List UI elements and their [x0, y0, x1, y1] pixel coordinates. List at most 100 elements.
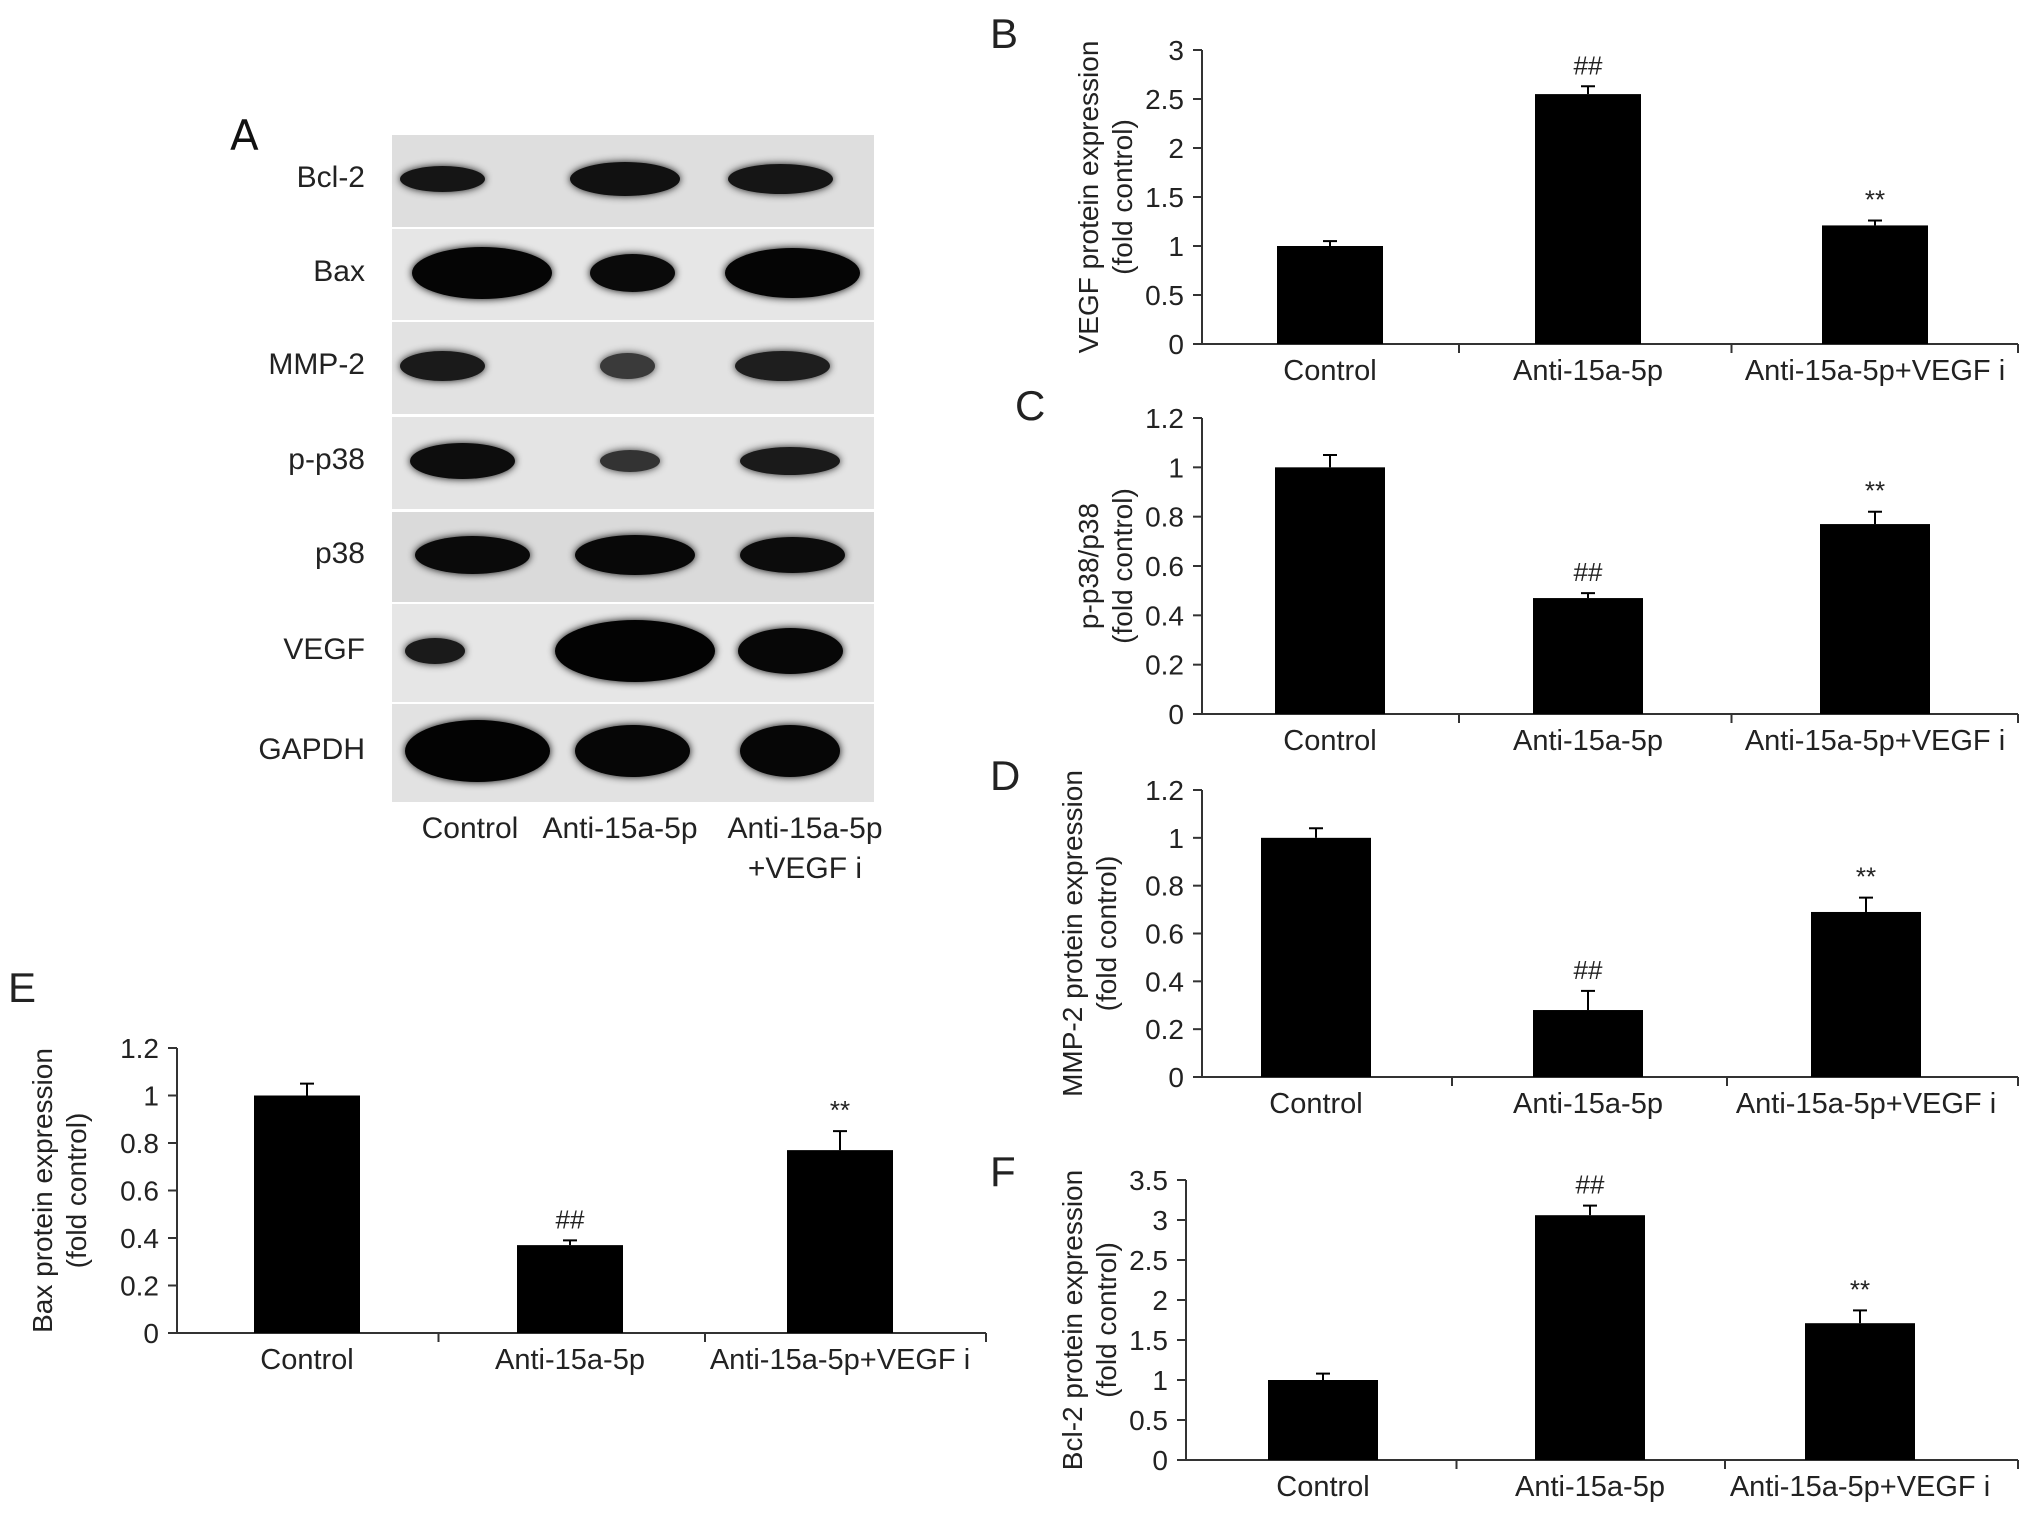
panel-f-y-tick-label: 0.5	[1129, 1405, 1168, 1436]
lane-label-anti-vegf-line2: +VEGF i	[747, 852, 863, 885]
panel-d-letter: D	[990, 752, 1020, 799]
panel-f-y-tick-label: 3	[1152, 1205, 1168, 1236]
panel-b-y-tick-label: 0.5	[1145, 280, 1184, 311]
panel-e-y-tick-label: 0	[143, 1318, 159, 1349]
panel-c-category-label: Anti-15a-5p+VEGF i	[1745, 725, 2005, 757]
panel-c-y-axis-title: p-p38/p38	[1073, 503, 1104, 629]
panel-f-y-axis-title: (fold control)	[1091, 1242, 1122, 1398]
panel-e-y-tick-label: 0.2	[120, 1271, 159, 1302]
panel-d-y-tick-label: 0	[1168, 1062, 1184, 1093]
panel-b-bar	[1277, 246, 1383, 344]
lane-label-anti: Anti-15a-5p	[542, 812, 698, 845]
blot-band	[728, 164, 833, 194]
panel-d-category-label: Control	[1269, 1088, 1363, 1120]
blot-row-label: Bcl-2	[296, 161, 365, 194]
panel-c-bar	[1275, 467, 1385, 714]
panel-d-significance-label: **	[1856, 862, 1876, 892]
panel-d-y-tick-label: 1	[1168, 823, 1184, 854]
blot-band	[405, 720, 550, 782]
lane-label-control: Control	[421, 812, 519, 845]
panel-d-y-tick-label: 0.2	[1145, 1014, 1184, 1045]
blot-band	[740, 537, 845, 573]
panel-b-y-tick-label: 3	[1168, 35, 1184, 66]
panel-d-bar	[1261, 837, 1371, 1077]
panel-b-bar	[1535, 94, 1641, 344]
blot-row-label: p38	[314, 537, 365, 570]
blot-band	[738, 628, 843, 674]
blot-band	[725, 248, 860, 298]
panel-c-y-tick-label: 0.8	[1145, 502, 1184, 533]
panel-e-y-tick-label: 0.8	[120, 1128, 159, 1159]
panel-c-y-tick-label: 0.2	[1145, 650, 1184, 681]
panel-f-bar	[1805, 1323, 1915, 1460]
panel-b-category-label: Anti-15a-5p	[1513, 355, 1663, 387]
panel-d-category-label: Anti-15a-5p+VEGF i	[1736, 1088, 1996, 1120]
panel-f-category-label: Control	[1276, 1471, 1370, 1503]
panel-e-y-tick-label: 1	[143, 1081, 159, 1112]
blot-band	[405, 638, 465, 664]
panel-e-y-tick-label: 0.4	[120, 1223, 159, 1254]
panel-c-y-tick-label: 0.6	[1145, 551, 1184, 582]
blot-row-label: Bax	[313, 255, 365, 288]
panel-e-y-tick-label: 0.6	[120, 1176, 159, 1207]
blot-band	[600, 353, 655, 379]
blot-band	[412, 247, 552, 299]
panel-d-category-label: Anti-15a-5p	[1513, 1088, 1663, 1120]
panel-d-y-tick-label: 1.2	[1145, 775, 1184, 806]
panel-e-bar	[517, 1245, 623, 1333]
panel-b-y-tick-label: 2	[1168, 133, 1184, 164]
panel-c-y-axis-title: (fold control)	[1107, 488, 1138, 644]
panel-c-letter: C	[1015, 382, 1045, 429]
panel-e-significance-label: ##	[556, 1204, 585, 1234]
panel-f-y-axis-title: Bcl-2 protein expression	[1057, 1170, 1088, 1470]
panel-d-y-tick-label: 0.8	[1145, 871, 1184, 902]
panel-f-letter: F	[990, 1148, 1016, 1195]
panel-c-category-label: Anti-15a-5p	[1513, 725, 1663, 757]
panel-e-letter: E	[8, 964, 36, 1011]
panel-b-bar	[1822, 225, 1928, 344]
panel-b-significance-label: **	[1865, 185, 1885, 215]
blot-row-label: GAPDH	[258, 733, 365, 766]
blot-row-label: VEGF	[283, 633, 365, 666]
panel-b-y-axis-title: VEGF protein expression	[1073, 41, 1104, 354]
panel-f-y-tick-label: 3.5	[1129, 1165, 1168, 1196]
panel-a-letter: A	[230, 111, 259, 160]
panel-b-y-tick-label: 0	[1168, 329, 1184, 360]
panel-d-y-tick-label: 0.6	[1145, 919, 1184, 950]
panel-e-y-axis-title: Bax protein expression	[27, 1048, 58, 1333]
panel-e-significance-label: **	[830, 1095, 850, 1125]
panel-d-y-tick-label: 0.4	[1145, 966, 1184, 997]
blot-band	[740, 447, 840, 475]
blot-band	[735, 351, 830, 381]
panel-e-y-tick-label: 1.2	[120, 1033, 159, 1064]
blot-band	[555, 620, 715, 682]
panel-f-bar	[1268, 1380, 1378, 1460]
panel-b-y-tick-label: 1.5	[1145, 182, 1184, 213]
panel-b-letter: B	[990, 10, 1018, 57]
panel-d-significance-label: ##	[1574, 955, 1603, 985]
panel-f-y-tick-label: 2	[1152, 1285, 1168, 1316]
blot-band	[400, 351, 485, 381]
panel-f-significance-label: ##	[1576, 1170, 1605, 1200]
blot-band	[590, 254, 675, 292]
panel-b-y-tick-label: 2.5	[1145, 84, 1184, 115]
panel-c-bar	[1533, 598, 1643, 714]
panel-b-y-axis-title: (fold control)	[1107, 119, 1138, 275]
panel-f-y-tick-label: 1.5	[1129, 1325, 1168, 1356]
panel-c-y-tick-label: 1	[1168, 452, 1184, 483]
panel-c-category-label: Control	[1283, 725, 1377, 757]
panel-e-bar	[787, 1150, 893, 1333]
panel-c-significance-label: ##	[1574, 557, 1603, 587]
panel-b-significance-label: ##	[1574, 50, 1603, 80]
blot-band	[575, 725, 690, 777]
blot-row-label: MMP-2	[268, 348, 365, 381]
panel-d-bar	[1811, 911, 1921, 1077]
panel-b-y-tick-label: 1	[1168, 231, 1184, 262]
blot-band	[740, 725, 840, 777]
panel-d-bar	[1533, 1010, 1643, 1077]
panel-f-significance-label: **	[1850, 1274, 1870, 1304]
blot-row-label: p-p38	[288, 443, 365, 476]
panel-b-category-label: Control	[1283, 355, 1377, 387]
lane-label-anti-vegf-line1: Anti-15a-5p	[727, 812, 883, 845]
